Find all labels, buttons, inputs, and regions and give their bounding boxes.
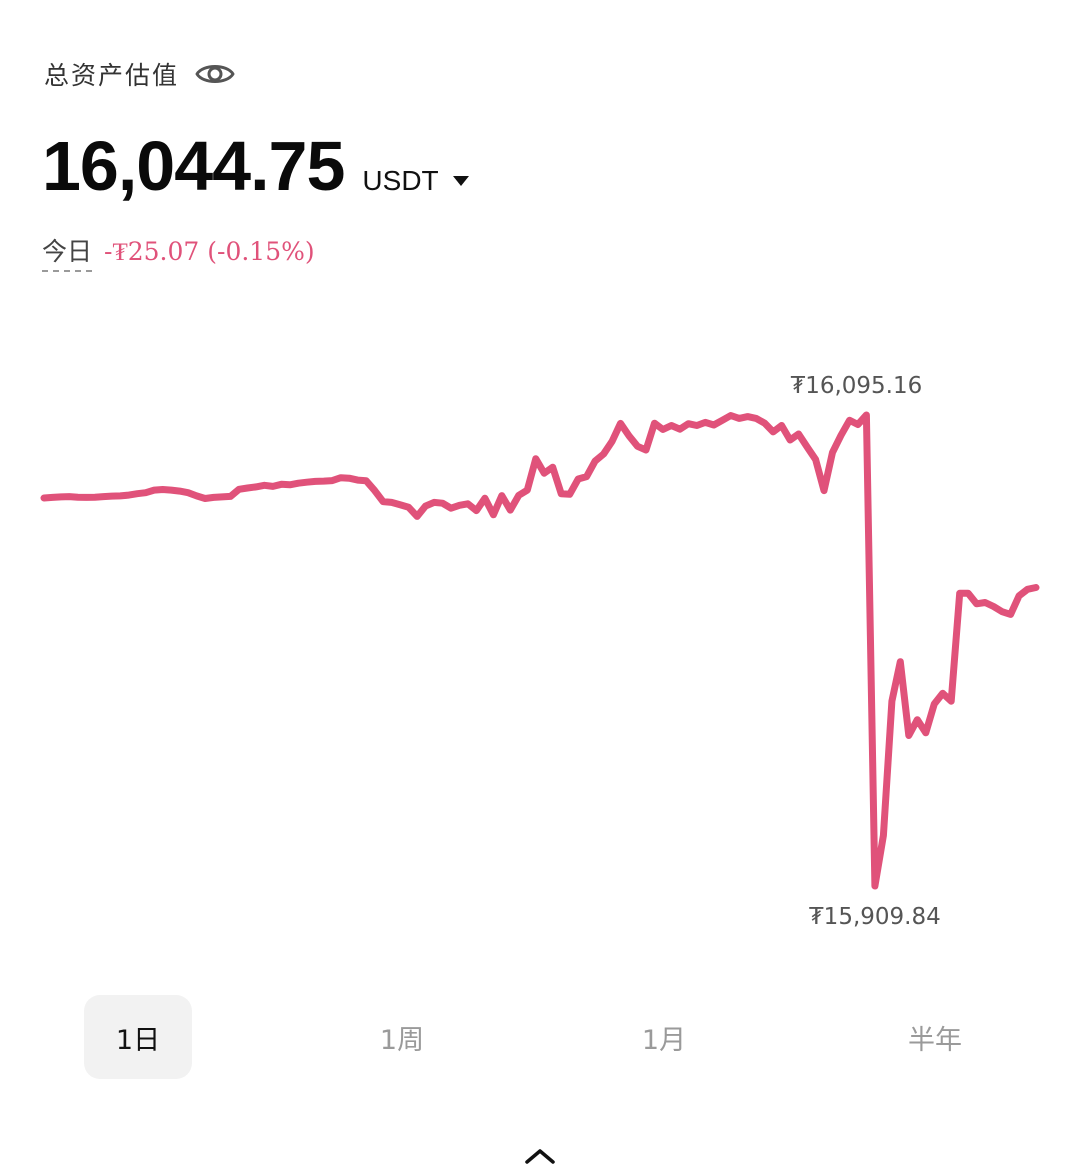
- today-change-value: -₮25.07 (-0.15%): [104, 237, 315, 266]
- tab-1-day[interactable]: 1日: [84, 995, 192, 1079]
- chevron-up-icon[interactable]: [524, 1148, 556, 1164]
- balance-row: 16,044.75 USDT: [42, 126, 471, 206]
- asset-valuation-header: 总资产估值: [44, 56, 235, 92]
- today-pnl-row: 今日 -₮25.07 (-0.15%): [42, 232, 315, 272]
- min-value-label: ₮15,909.84: [809, 904, 941, 930]
- tab-1-month[interactable]: 1月: [641, 1024, 687, 1056]
- currency-selector[interactable]: USDT: [362, 165, 470, 197]
- series-line: [40, 411, 1040, 890]
- currency-label: USDT: [362, 165, 439, 196]
- eye-icon[interactable]: [195, 60, 235, 88]
- asset-line-chart[interactable]: ₮16,095.16 ₮15,909.84: [0, 330, 1080, 950]
- tab-half-year[interactable]: 半年: [908, 1024, 962, 1056]
- today-label[interactable]: 今日: [42, 232, 93, 272]
- max-value-label: ₮16,095.16: [791, 373, 923, 399]
- tab-1-week[interactable]: 1周: [379, 1024, 425, 1056]
- caret-down-icon: [452, 176, 469, 186]
- time-range-tabs: 1日 1周 1月 半年: [0, 995, 1080, 1079]
- asset-valuation-label: 总资产估值: [44, 61, 180, 90]
- total-balance-value: 16,044.75: [42, 127, 345, 205]
